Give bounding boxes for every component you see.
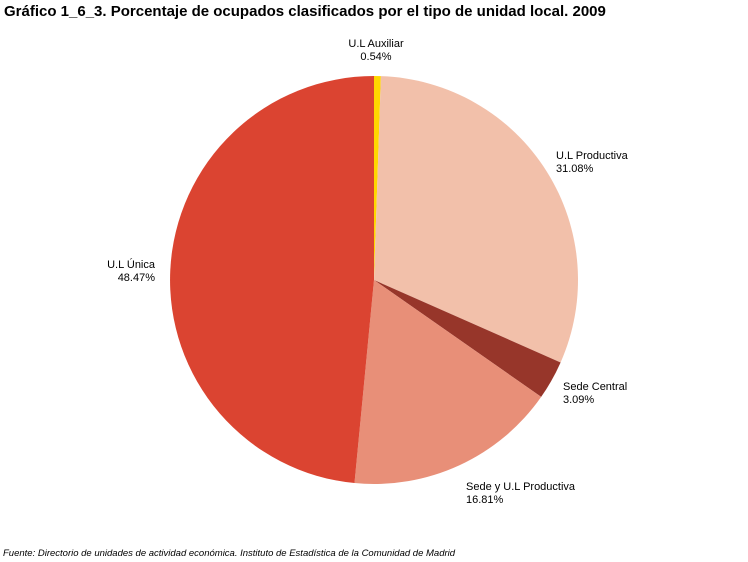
slice-label: U.L Productiva xyxy=(556,150,629,162)
slice-value-label: 0.54% xyxy=(360,51,391,63)
pie-slice-sede-central xyxy=(374,280,561,397)
pie-slices xyxy=(170,76,578,484)
pie-slice-sede-y-u-l-productiva xyxy=(354,280,542,484)
slice-label: Sede y U.L Productiva xyxy=(466,481,576,493)
slice-label: U.L Única xyxy=(107,258,156,271)
slice-label: Sede Central xyxy=(563,381,627,393)
chart-title: Gráfico 1_6_3. Porcentaje de ocupados cl… xyxy=(4,3,606,20)
pie-slice-u-l-nica xyxy=(170,76,374,484)
source-note: Fuente: Directorio de unidades de activi… xyxy=(3,548,456,559)
slice-value-label: 31.08% xyxy=(556,163,594,175)
slice-value-label: 48.47% xyxy=(118,272,156,284)
slice-label: U.L Auxiliar xyxy=(348,38,404,50)
pie-slice-u-l-productiva xyxy=(374,76,578,363)
slice-value-label: 3.09% xyxy=(563,394,594,406)
slice-value-label: 16.81% xyxy=(466,494,504,506)
pie-slice-u-l-auxiliar xyxy=(374,76,381,280)
